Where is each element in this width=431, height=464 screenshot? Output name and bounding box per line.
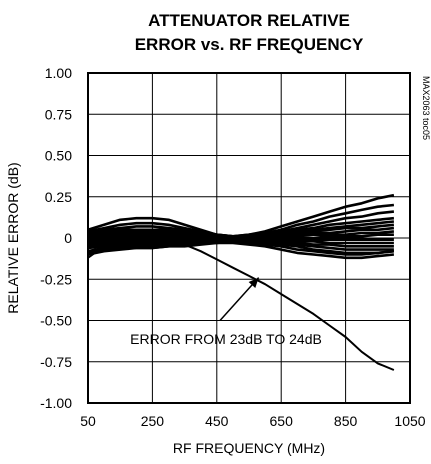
x-tick-label: 1050 (394, 413, 425, 429)
y-tick-label: 0.75 (45, 106, 72, 122)
x-tick-label: 250 (141, 413, 165, 429)
chart-title-line1: ATTENUATOR RELATIVE (148, 11, 350, 30)
series-line-14 (87, 238, 394, 251)
y-tick-label: 1.00 (45, 65, 72, 81)
x-tick-label: 450 (205, 413, 229, 429)
x-axis-label: RF FREQUENCY (MHz) (173, 440, 325, 456)
y-tick-label: 0.25 (45, 189, 72, 205)
grid (88, 73, 410, 403)
x-tick-label: 650 (270, 413, 294, 429)
y-tick-label: -0.50 (40, 313, 72, 329)
side-label: MAX2063 toc05 (421, 76, 431, 140)
series-group (87, 193, 395, 371)
x-tick-label: 50 (80, 413, 96, 429)
chart-title-line2: ERROR vs. RF FREQUENCY (135, 35, 364, 54)
annotation-arrowhead (248, 277, 259, 289)
y-axis-label: RELATIVE ERROR (dB) (5, 162, 21, 313)
y-tick-labels: 1.00 0.75 0.50 0.25 0 -0.25 -0.50 -0.75 -1.00 (40, 65, 72, 411)
x-tick-labels: 50 250 450 650 850 1050 (80, 413, 426, 429)
y-tick-label: 0 (64, 230, 72, 246)
x-tick-label: 850 (334, 413, 358, 429)
plot-frame (87, 72, 411, 404)
annotation-label: ERROR FROM 23dB TO 24dB (130, 331, 322, 347)
y-tick-label: -0.25 (40, 271, 72, 287)
annotation-group: ERROR FROM 23dB TO 24dB (130, 277, 322, 347)
y-tick-label: -1.00 (40, 395, 72, 411)
y-tick-label: 0.50 (45, 148, 72, 164)
series-line-17 (87, 241, 395, 260)
y-tick-label: -0.75 (40, 354, 72, 370)
series-line-12 (87, 236, 394, 246)
